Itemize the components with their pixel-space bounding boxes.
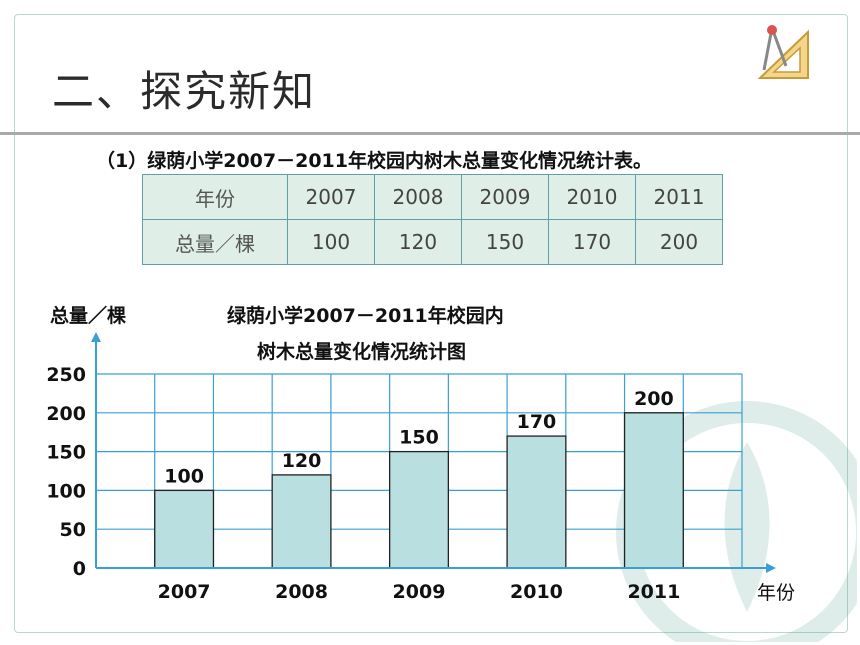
page-title: 二、探究新知 (52, 67, 317, 116)
bar (506, 435, 567, 569)
x-axis-arrow-icon (766, 563, 776, 573)
table-header-year: 年份 (142, 174, 288, 220)
table-cell-value: 150 (461, 219, 549, 265)
y-tick-label: 0 (73, 558, 86, 580)
y-tick-label: 150 (46, 442, 86, 464)
title-divider (0, 132, 860, 135)
x-tick-label: 2009 (393, 581, 446, 603)
y-tick-label: 200 (46, 403, 86, 425)
table-cell-year: 2008 (374, 174, 462, 220)
table-cell-year: 2011 (635, 174, 723, 220)
table-cell-value: 170 (548, 219, 636, 265)
x-tick-label: 2007 (158, 581, 211, 603)
bar-value-label: 120 (282, 450, 322, 472)
bar-value-label: 200 (634, 388, 674, 410)
x-tick-label: 2008 (275, 581, 328, 603)
ruler-compass-logo-icon (757, 25, 809, 79)
table-cell-value: 120 (374, 219, 462, 265)
chart-y-axis-label: 总量／棵 (50, 305, 127, 327)
table-cell-value: 200 (635, 219, 723, 265)
y-tick-label: 100 (46, 480, 86, 502)
bar-value-label: 150 (399, 427, 439, 449)
table-cell-value: 100 (287, 219, 375, 265)
table-caption: （1）绿荫小学2007－2011年校园内树木总量变化情况统计表。 (96, 150, 652, 172)
table-row-years: 年份 2007 2008 2009 2010 2011 (142, 174, 723, 220)
table-cell-year: 2009 (461, 174, 549, 220)
table-cell-year: 2007 (287, 174, 375, 220)
chart-title-line2: 树木总量变化情况统计图 (257, 341, 467, 363)
x-tick-label: 2010 (510, 581, 563, 603)
statistics-table: 年份 2007 2008 2009 2010 2011 总量／棵 100 120… (142, 174, 723, 265)
y-axis-arrow-icon (91, 332, 101, 342)
bar (388, 450, 450, 569)
y-tick-label: 250 (46, 364, 86, 386)
bar (271, 474, 332, 569)
chart-title-line1: 绿荫小学2007－2011年校园内 (227, 305, 504, 327)
bar (154, 489, 215, 569)
bar (623, 412, 684, 569)
x-tick-label: 2011 (627, 581, 680, 603)
y-tick-label: 50 (60, 519, 86, 541)
table-row-values: 总量／棵 100 120 150 170 200 (142, 219, 723, 265)
bar-value-label: 170 (517, 411, 557, 433)
chart-x-axis-label: 年份 (757, 582, 796, 604)
bar-value-label: 100 (164, 465, 204, 487)
table-header-total: 总量／棵 (142, 219, 288, 265)
table-cell-year: 2010 (548, 174, 636, 220)
